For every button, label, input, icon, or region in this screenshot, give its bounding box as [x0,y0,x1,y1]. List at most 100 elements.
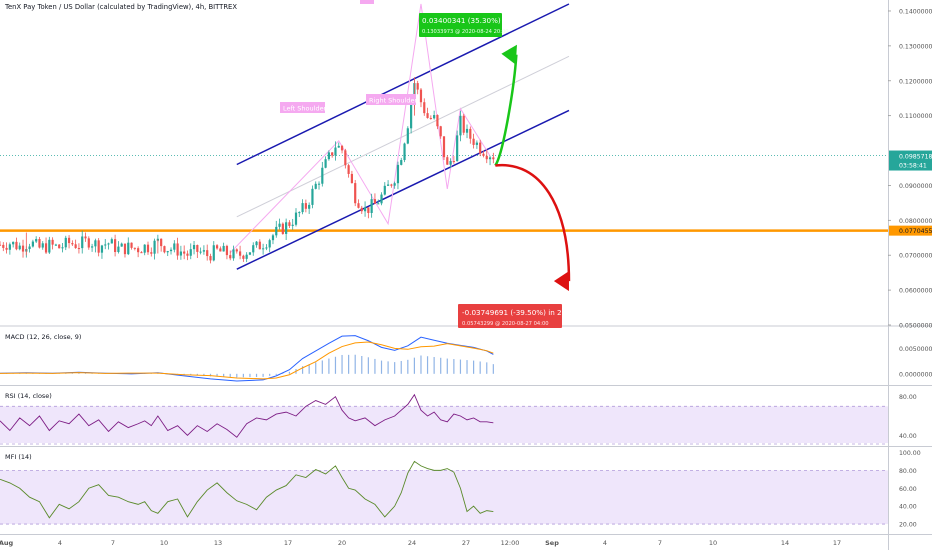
candle[interactable] [265,244,268,251]
candle[interactable] [350,170,354,184]
candle[interactable] [281,222,284,235]
candle[interactable] [202,245,206,255]
last-price-badge[interactable]: 0.09857182 03:58:41 [889,150,932,171]
candle[interactable] [360,205,363,214]
candle[interactable] [209,253,212,264]
candle[interactable] [130,242,133,250]
candle[interactable] [0,241,2,246]
candle[interactable] [206,244,209,261]
candle[interactable] [97,238,100,257]
channel-upper-line[interactable] [236,3,570,166]
candle[interactable] [41,241,44,250]
candle[interactable] [439,125,442,139]
candle[interactable] [215,244,219,250]
candle[interactable] [104,238,107,250]
candle[interactable] [232,245,235,261]
candle[interactable] [271,233,275,245]
candle[interactable] [268,238,271,253]
candle[interactable] [327,150,330,161]
candle[interactable] [199,247,202,255]
mfi-line[interactable] [0,460,494,519]
candle[interactable] [255,241,258,248]
candle[interactable] [225,244,229,260]
candle[interactable] [442,136,446,161]
support-price-badge[interactable]: 0.07704555 [889,225,932,236]
candle[interactable] [472,133,475,149]
candle[interactable] [275,220,278,238]
candle[interactable] [383,182,386,196]
candle[interactable] [479,139,482,157]
candle[interactable] [347,163,350,178]
candle[interactable] [120,242,123,247]
candle[interactable] [28,243,31,253]
candle[interactable] [196,244,199,259]
candle[interactable] [242,254,245,262]
candle[interactable] [311,185,314,209]
candle[interactable] [406,126,409,145]
candle[interactable] [340,144,344,154]
candle[interactable] [18,242,21,251]
candle[interactable] [380,192,383,206]
candle[interactable] [456,130,459,162]
candle[interactable] [133,247,136,251]
candle[interactable] [452,156,455,164]
down-target-label[interactable]: -0.03749691 (-39.50%) in 2d 20h 0.0574329… [458,304,582,328]
candle[interactable] [81,230,84,254]
candle[interactable] [87,236,90,250]
candle[interactable] [235,248,238,254]
candle[interactable] [61,243,64,253]
candle[interactable] [436,114,439,130]
candle[interactable] [334,141,337,161]
candle[interactable] [160,238,163,252]
candle[interactable] [176,237,179,260]
candle[interactable] [238,245,242,260]
candle[interactable] [321,161,324,187]
candle[interactable] [173,240,176,253]
candle[interactable] [44,237,48,255]
candle[interactable] [344,148,347,169]
candle[interactable] [285,218,288,241]
candle[interactable] [475,140,478,149]
candle[interactable] [288,220,291,228]
candle[interactable] [258,239,261,250]
candle[interactable] [146,241,150,255]
macd-signal-line[interactable] [0,341,494,380]
down-projection-arrow[interactable] [495,163,571,292]
candle[interactable] [35,236,38,243]
candle[interactable] [219,246,222,252]
candle[interactable] [252,242,255,256]
candle[interactable] [377,199,380,205]
candle[interactable] [71,240,74,246]
candle[interactable] [58,244,61,249]
candle[interactable] [21,239,25,258]
left-shoulder-label[interactable]: Left Shoulder [280,102,327,113]
candle[interactable] [357,199,360,209]
candle[interactable] [324,156,327,169]
candle[interactable] [51,237,54,250]
candle[interactable] [400,157,403,166]
candle[interactable] [64,235,67,251]
candle[interactable] [183,245,186,260]
rsi-line[interactable] [0,393,494,438]
right-shoulder-label[interactable]: Right Shoulder [366,94,417,105]
candle[interactable] [469,126,472,144]
candle[interactable] [426,107,429,119]
candle[interactable] [143,244,146,256]
candle[interactable] [163,245,166,254]
candle[interactable] [363,201,367,217]
candle[interactable] [331,152,334,158]
up-projection-arrow[interactable] [494,44,518,167]
candle[interactable] [433,110,436,120]
candle[interactable] [94,238,97,253]
candle[interactable] [229,250,232,261]
candle[interactable] [248,252,252,256]
candle[interactable] [127,237,130,256]
candle[interactable] [354,180,357,207]
candle[interactable] [110,237,113,244]
candle[interactable] [278,218,281,230]
candle[interactable] [488,155,492,166]
candle[interactable] [169,247,173,255]
candle[interactable] [150,247,153,257]
candle[interactable] [222,242,225,252]
candle[interactable] [459,110,462,142]
